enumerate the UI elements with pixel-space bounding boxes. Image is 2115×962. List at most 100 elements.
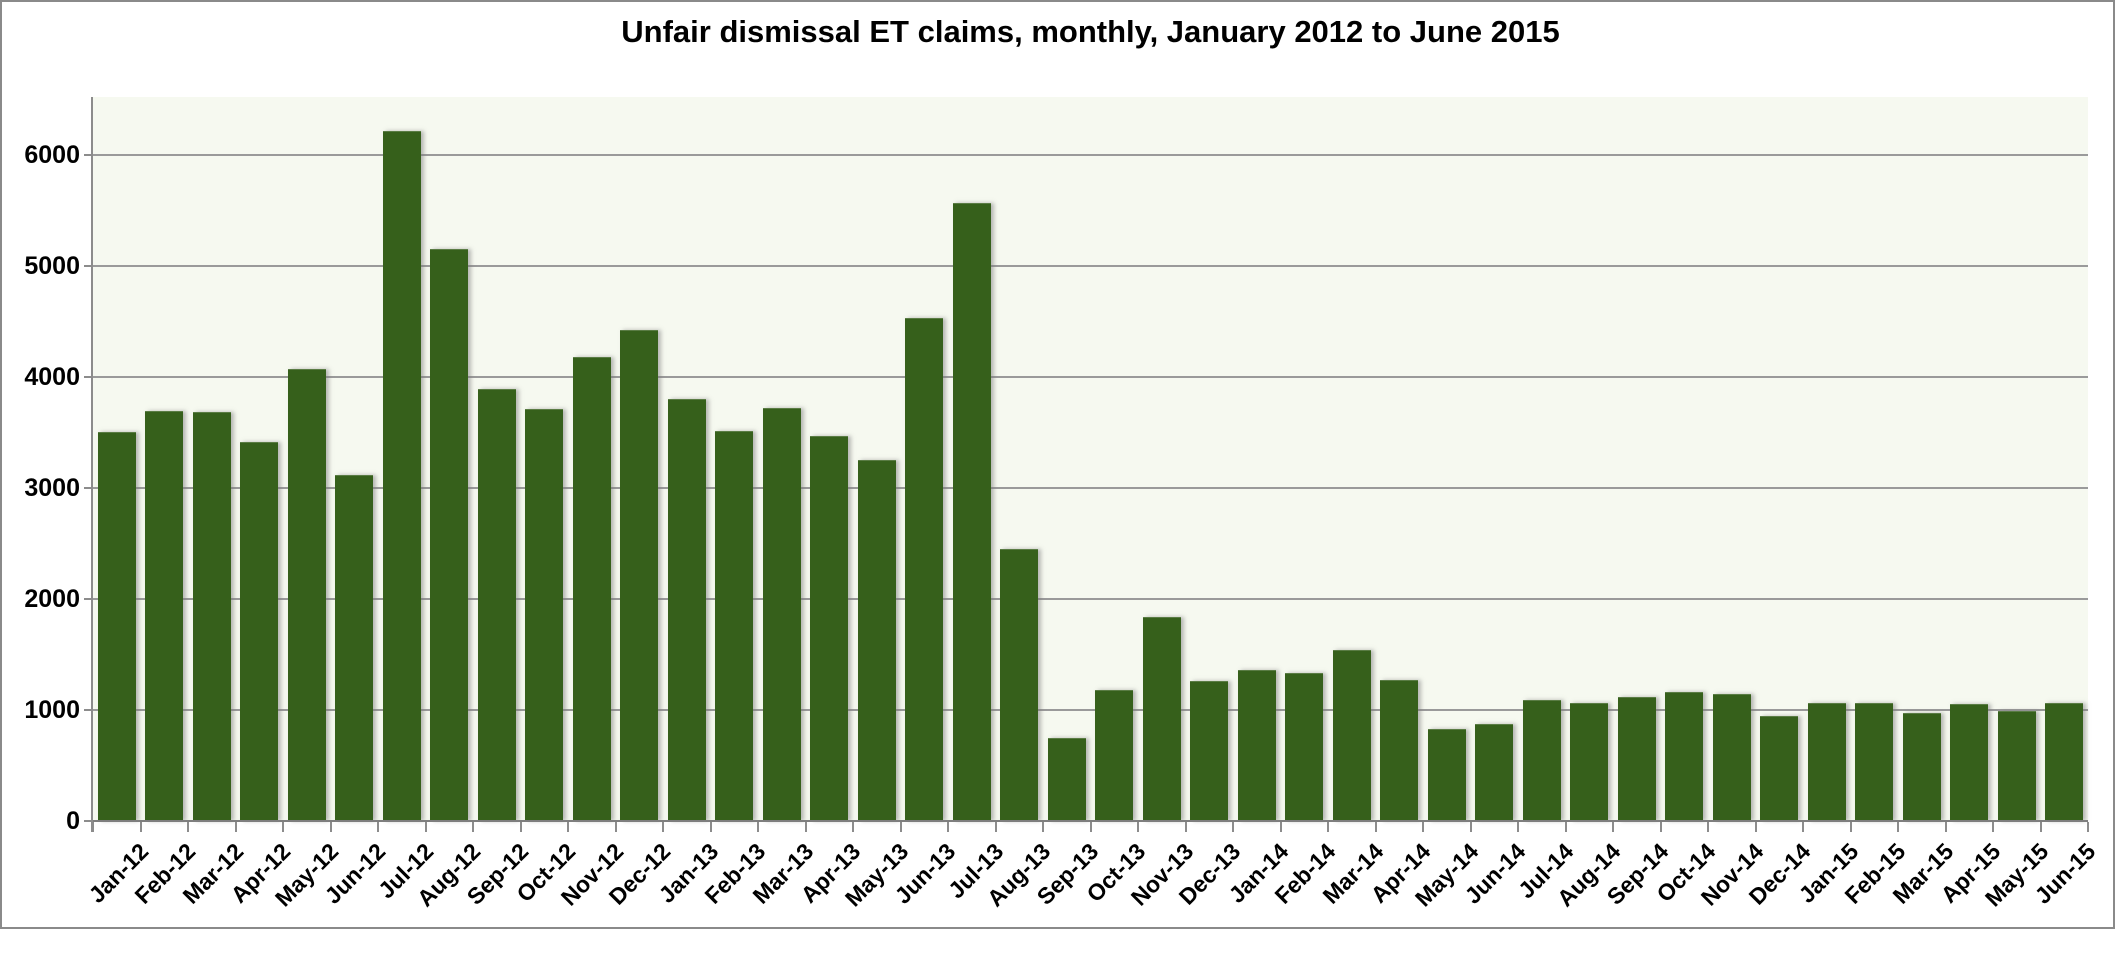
bar-Feb-15	[1855, 703, 1894, 821]
bar-Jun-15	[2045, 703, 2084, 821]
x-tick-6	[377, 822, 379, 832]
x-tick-1	[139, 822, 142, 832]
y-tick-5000	[84, 264, 93, 267]
bar-Jan-14	[1237, 669, 1276, 821]
x-tick-15	[804, 822, 807, 832]
bar-Mar-12	[192, 412, 231, 821]
x-axis-baseline	[93, 820, 2088, 822]
bar-Oct-13	[1095, 689, 1134, 821]
bar-Nov-14	[1712, 694, 1751, 821]
x-tick-2	[187, 822, 189, 832]
bar-Dec-13	[1190, 681, 1229, 821]
bar-Dec-14	[1760, 715, 1799, 821]
bar-Apr-14	[1380, 679, 1419, 821]
x-tick-8	[472, 822, 474, 832]
bar-Mar-15	[1902, 713, 1941, 821]
x-tick-39	[1944, 822, 1947, 832]
x-tick-26	[1327, 822, 1329, 832]
y-axis-label-4000: 4000	[24, 362, 80, 391]
gridline-4000	[93, 375, 2088, 378]
x-tick-31	[1564, 822, 1567, 832]
y-tick-4000	[84, 375, 93, 378]
x-tick-41	[2039, 822, 2042, 832]
x-tick-23	[1184, 822, 1187, 832]
x-tick-21	[1089, 822, 1092, 832]
x-tick-22	[1137, 822, 1139, 832]
bar-May-15	[1997, 711, 2036, 821]
bar-May-14	[1427, 728, 1466, 821]
bar-Jul-13	[952, 202, 991, 821]
x-tick-14	[757, 822, 759, 832]
bar-Nov-13	[1142, 616, 1181, 821]
gridline-5000	[93, 264, 2088, 267]
x-tick-28	[1422, 822, 1424, 832]
bar-Oct-14	[1665, 692, 1704, 821]
x-tick-19	[994, 822, 997, 832]
bar-Jul-12	[382, 131, 421, 821]
x-tick-0	[92, 822, 94, 832]
bar-Apr-15	[1950, 704, 1989, 821]
bar-Feb-13	[715, 431, 754, 821]
y-tick-0	[84, 820, 93, 822]
x-tick-3	[234, 822, 237, 832]
bar-Sep-12	[477, 389, 516, 821]
bar-Dec-12	[620, 330, 659, 821]
plot-area	[93, 97, 2088, 821]
x-tick-37	[1849, 822, 1852, 832]
bar-Mar-13	[762, 407, 801, 821]
chart-title: Unfair dismissal ET claims, monthly, Jan…	[621, 14, 1560, 49]
y-axis-label-1000: 1000	[24, 695, 80, 724]
bar-Jan-13	[667, 399, 706, 821]
y-axis-line	[91, 97, 93, 832]
x-tick-24	[1232, 822, 1234, 832]
y-axis-label-0: 0	[66, 807, 80, 835]
y-tick-3000	[84, 486, 93, 489]
y-axis-label-2000: 2000	[24, 584, 80, 613]
x-tick-20	[1042, 822, 1044, 832]
bar-Jan-15	[1807, 703, 1846, 821]
bar-Apr-12	[240, 442, 279, 821]
x-tick-11	[614, 822, 617, 832]
bar-May-13	[857, 460, 896, 821]
x-tick-38	[1897, 822, 1899, 832]
bar-Jun-14	[1475, 724, 1514, 821]
x-tick-9	[519, 822, 522, 832]
x-tick-40	[1992, 822, 1994, 832]
x-tick-13	[709, 822, 712, 832]
x-tick-25	[1279, 822, 1282, 832]
x-tick-12	[662, 822, 664, 832]
x-tick-36	[1802, 822, 1804, 832]
bar-Aug-12	[430, 249, 469, 821]
x-tick-16	[852, 822, 854, 832]
gridline-6000	[93, 153, 2088, 156]
y-axis-label-3000: 3000	[24, 473, 80, 502]
bar-Apr-13	[810, 435, 849, 821]
x-tick-29	[1469, 822, 1472, 832]
bar-Sep-14	[1617, 696, 1656, 821]
gridline-1000	[93, 708, 2088, 711]
gridline-2000	[93, 597, 2088, 600]
bar-Jun-12	[335, 474, 374, 821]
x-tick-35	[1754, 822, 1757, 832]
chart-frame: Unfair dismissal ET claims, monthly, Jan…	[0, 0, 2115, 929]
x-tick-33	[1659, 822, 1662, 832]
x-tick-34	[1707, 822, 1709, 832]
y-axis-label-6000: 6000	[24, 140, 80, 169]
x-tick-7	[424, 822, 427, 832]
y-tick-1000	[84, 708, 93, 711]
x-tick-4	[282, 822, 284, 832]
x-tick-32	[1612, 822, 1614, 832]
x-tick-18	[947, 822, 949, 832]
bar-Feb-12	[145, 411, 184, 821]
bar-Feb-14	[1285, 673, 1324, 821]
bar-Aug-14	[1570, 703, 1609, 821]
y-axis-label-5000: 5000	[24, 251, 80, 280]
x-tick-30	[1517, 822, 1519, 832]
y-tick-2000	[84, 597, 93, 600]
bar-Mar-14	[1332, 650, 1371, 821]
x-tick-42	[2087, 822, 2089, 832]
x-tick-10	[567, 822, 569, 832]
gridline-3000	[93, 486, 2088, 489]
x-tick-5	[329, 822, 332, 832]
bar-Aug-13	[1000, 548, 1039, 821]
